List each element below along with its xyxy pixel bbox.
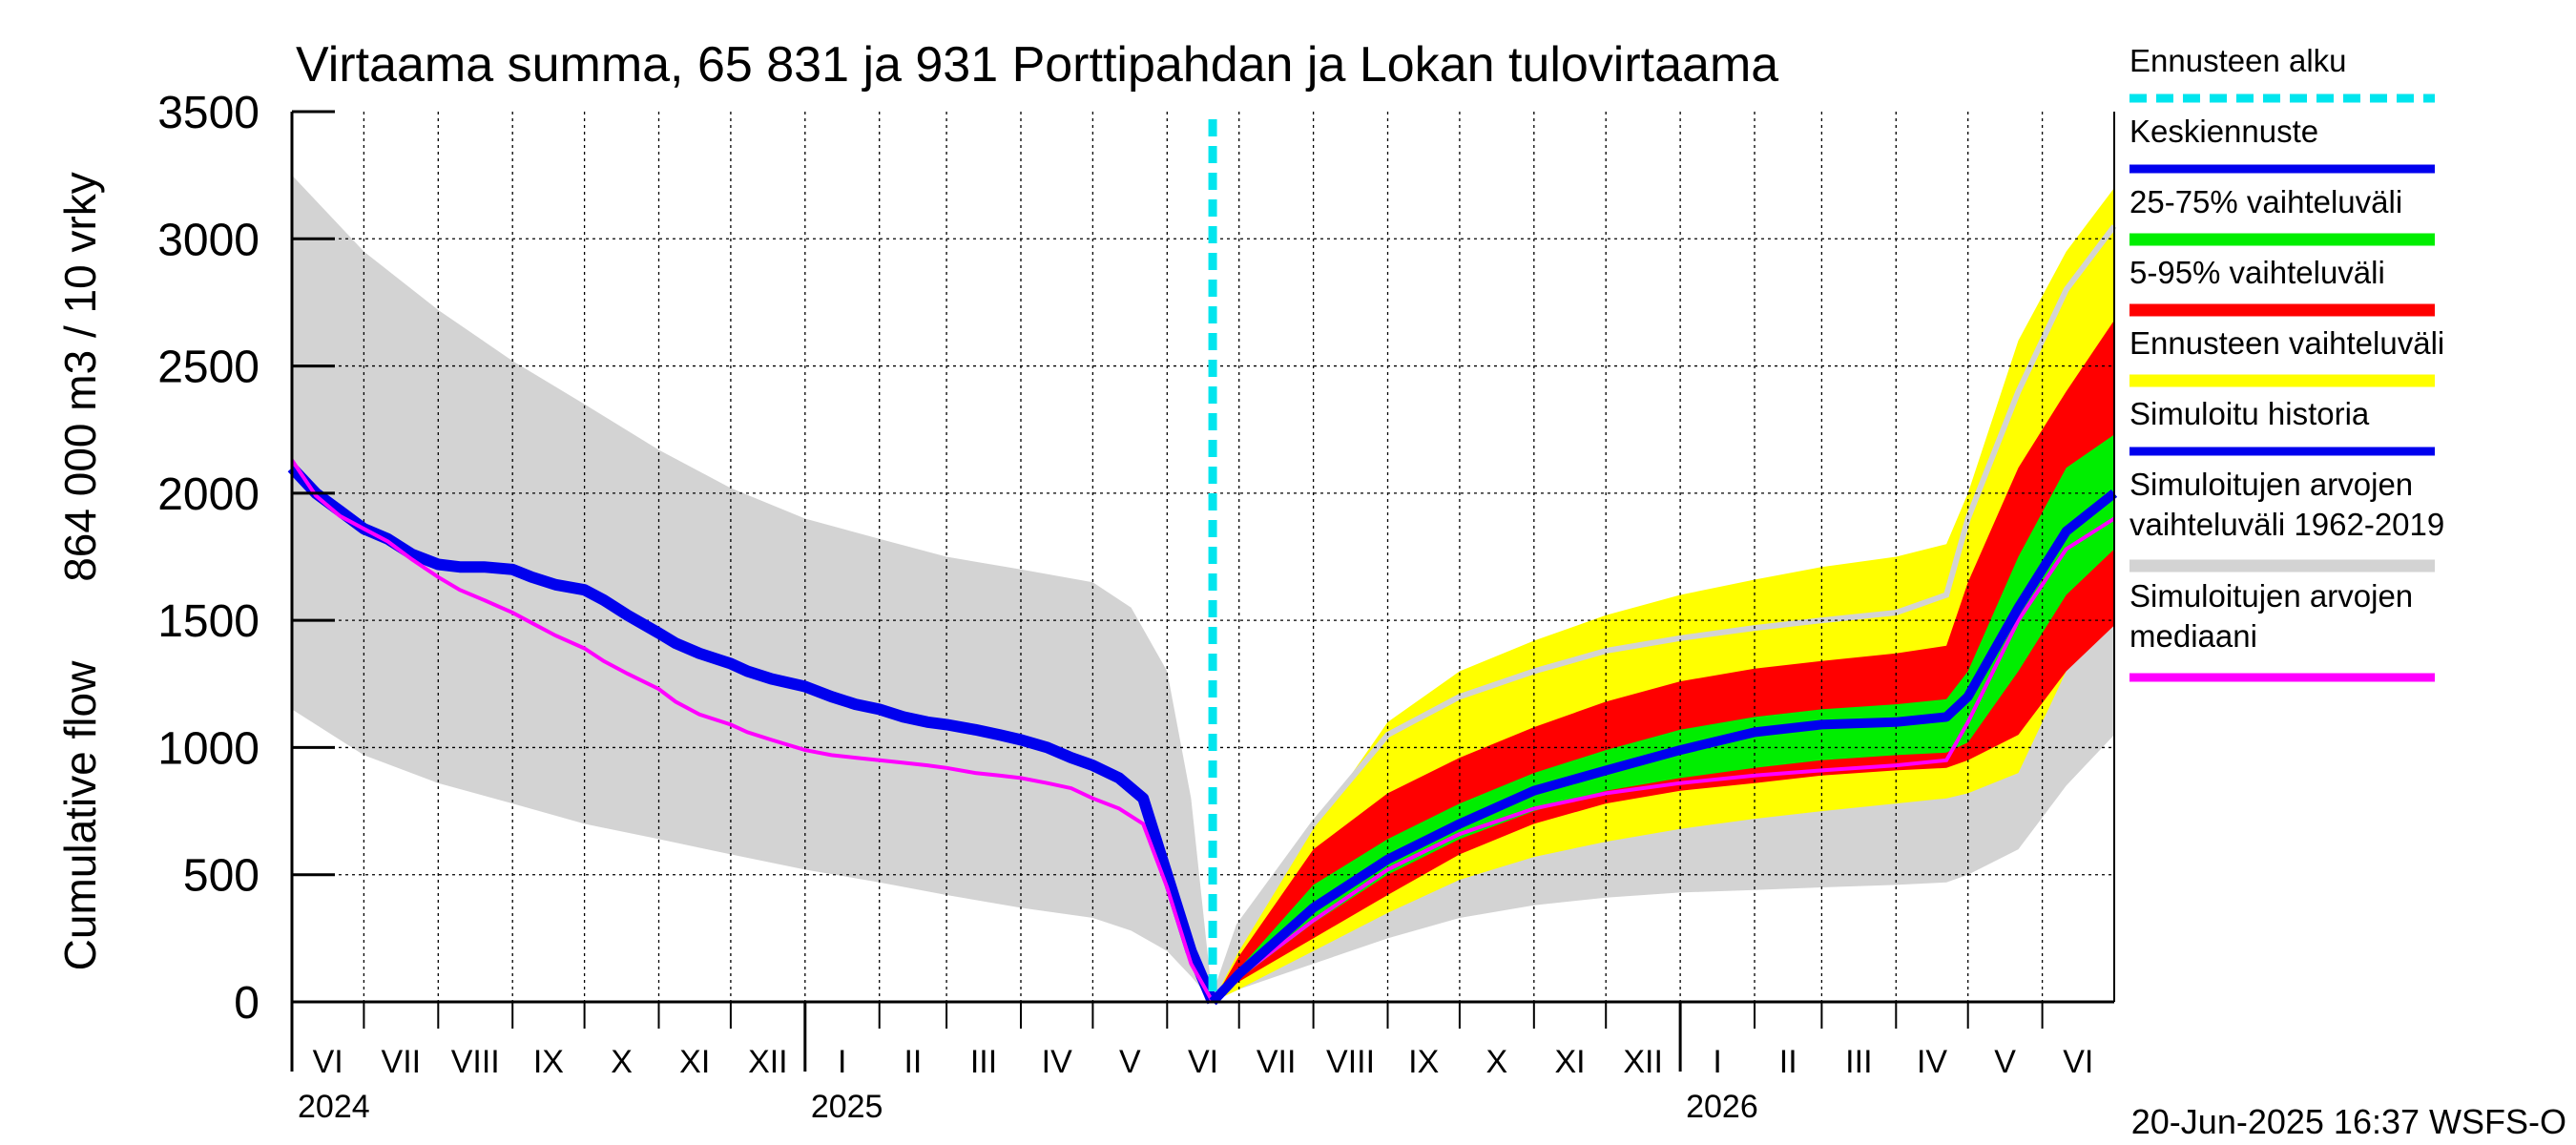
y-tick-label: 3500 [157,88,260,138]
x-month-label: I [838,1044,846,1080]
x-month-label: X [1486,1044,1508,1080]
series-simulated-history [287,464,1218,1005]
chart-title: Virtaama summa, 65 831 ja 931 Porttipahd… [296,37,1778,93]
y-axis-label-title: Cumulative flow [55,660,105,970]
x-month-label: IV [1917,1044,1947,1080]
x-month-label: XI [1554,1044,1585,1080]
x-month-label: X [611,1044,633,1080]
x-month-label: VII [382,1044,422,1080]
legend-label-line2: mediaani [2129,618,2257,654]
x-year-label: 2024 [298,1089,370,1125]
x-year-label: 2026 [1686,1089,1758,1125]
x-year-label: 2025 [811,1089,883,1125]
x-month-label: I [1713,1044,1721,1080]
x-month-label: VI [2063,1044,2093,1080]
legend-label-line2: vaihteluväli 1962-2019 [2129,507,2444,542]
x-month-label: VI [313,1044,343,1080]
grid-layer [292,112,2114,1002]
x-month-label: VII [1257,1044,1297,1080]
legend-label: Keskiennuste [2129,114,2318,149]
legend: Ennusteen alku Keskiennuste 25-75% vaihtel… [2129,43,2444,682]
legend-label: Simuloitu historia [2129,396,2370,431]
x-month-label: IX [1408,1044,1439,1080]
legend-label: Ennusteen alku [2129,43,2347,78]
series-simulated-median-forecast [1211,516,2116,1004]
x-month-label: XI [679,1044,710,1080]
line-layer [287,119,2118,1006]
x-month-label: IX [533,1044,564,1080]
y-tick-label: 2000 [157,469,260,520]
x-month-label: VI [1188,1044,1218,1080]
y-tick-label: 1000 [157,723,260,774]
y-tick-label: 3000 [157,215,260,265]
legend-label: Simuloitujen arvojen [2129,467,2413,502]
x-month-label: III [970,1044,997,1080]
legend-label: Ennusteen vaihteluväli [2129,325,2444,361]
x-month-label: XII [748,1044,788,1080]
legend-label: 5-95% vaihteluväli [2129,255,2385,290]
series-simulated-median [290,459,1215,1003]
sim-range-max-line [1210,224,2117,1003]
x-month-label: VIII [1326,1044,1375,1080]
x-month-label: XII [1623,1044,1663,1080]
band-sim-range-history [292,175,1214,1003]
y-tick-label: 1500 [157,596,260,647]
x-month-label: II [904,1044,922,1080]
y-tick-label: 500 [183,851,260,902]
y-axis-label-units: 864 000 m3 / 10 vrky [55,172,105,582]
timestamp-label: 20-Jun-2025 16:37 WSFS-O [2131,1102,2566,1141]
x-month-label: V [1994,1044,2016,1080]
legend-label: Simuloitujen arvojen [2129,578,2413,614]
x-month-label: II [1779,1044,1797,1080]
series-mean-forecast [1209,489,2118,1006]
x-month-label: V [1119,1044,1141,1080]
legend-label: 25-75% vaihteluväli [2129,184,2402,219]
x-month-label: III [1845,1044,1872,1080]
x-month-label: VIII [451,1044,500,1080]
x-month-label: IV [1042,1044,1072,1080]
y-tick-label: 2500 [157,343,260,393]
y-tick-label: 0 [234,978,260,1029]
